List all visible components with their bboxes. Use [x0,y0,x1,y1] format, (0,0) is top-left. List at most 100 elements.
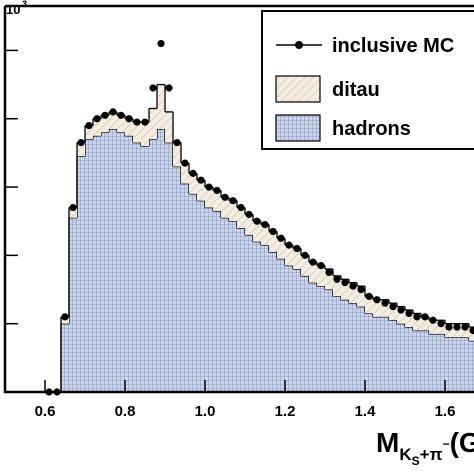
data-point [317,262,325,270]
legend-label: ditau [332,79,380,101]
ditau-bar [373,299,381,317]
ditau-bar [173,142,181,167]
ditau-bar [269,231,277,252]
data-point [221,193,229,201]
data-point [325,268,333,277]
ditau-bar [429,320,437,334]
data-point [69,203,77,212]
hadrons-bar [157,128,165,392]
hadrons-bar [261,245,269,392]
hadrons-bar [133,142,141,392]
hadrons-bar [309,282,317,392]
ditau-bar [221,197,229,218]
hadrons-bar [373,316,381,392]
hadrons-bar [117,132,125,392]
hadrons-bar [253,241,261,392]
hadrons-bar [277,258,285,392]
data-point [205,183,213,191]
ditau-bar [229,200,237,222]
ditau-bar [413,313,421,331]
data-point [293,244,301,253]
hadrons-bar [141,146,149,392]
hadrons-bar [285,265,293,392]
data-point [341,279,349,287]
hadrons-bar [349,303,357,392]
ditau-bar [349,282,357,304]
x-tick-label: 0.8 [115,403,136,420]
data-point [85,121,93,130]
ditau-bar [293,248,301,270]
data-point [437,320,445,328]
ditau-bar [341,279,349,300]
hadrons-bar [237,228,245,392]
hadrons-bar [205,207,213,392]
data-point [101,111,109,119]
hadrons-bar [381,316,389,392]
data-point [277,234,285,242]
ditau-bar [125,118,133,136]
hadrons-bar [61,323,69,392]
hadrons-bar [245,234,253,392]
ditau-bar [157,84,165,129]
hadrons-bar [77,156,85,392]
ditau-bar [213,190,221,211]
ditau-bar [77,142,85,157]
legend-swatch [275,75,321,103]
ditau-bar [317,265,325,287]
legend-marker [295,41,303,49]
data-point [365,292,373,300]
x-axis-title: MKS+π−(GeV) [376,427,474,468]
data-point [197,176,205,184]
data-point [413,313,421,321]
data-point [309,258,317,266]
hadrons-bar [453,337,461,392]
x-label-subsub: S [412,454,420,468]
data-point [189,169,197,177]
x-label-sub: K [399,445,412,464]
hadrons-bar [405,327,413,392]
data-point [405,309,413,318]
ditau-bar [93,118,101,136]
x-tick-label: 1.0 [195,403,216,420]
ditau-bar [149,108,157,140]
ditau-bar [309,262,317,283]
ditau-bar [277,238,285,259]
ditau-bar [197,180,205,201]
data-point [149,84,157,92]
x-tick-label: 0.6 [35,403,56,420]
ditau-bar [245,214,253,235]
x-tick-label: 1.4 [355,403,377,420]
hadrons-bar [109,128,117,392]
ditau-bar [85,125,93,140]
hadrons-bar [213,210,221,392]
ditau-bar [253,221,261,242]
ditau-bar [109,111,117,129]
data-point [429,316,437,324]
data-point [173,139,181,147]
hadrons-bar [445,337,453,392]
data-point [237,203,245,212]
data-point [229,197,237,205]
hadrons-bar [229,221,237,392]
data-point [421,313,429,321]
data-point [181,159,189,167]
data-point [333,275,341,283]
legend: inclusive MC ditau hadrons [261,10,474,150]
data-point [285,241,293,249]
ditau-bar [261,224,269,246]
data-point [269,227,277,236]
data-point [397,306,405,314]
hadrons-bar [101,132,109,392]
data-point [109,108,117,116]
hadrons-bar [181,183,189,392]
hadrons-bar [93,135,101,393]
data-point [117,111,125,119]
data-point [213,186,221,195]
data-point [381,299,389,307]
hadrons-bar [189,193,197,392]
hadrons-bar [429,333,437,392]
data-point [141,118,149,126]
ditau-bar [285,245,293,266]
ditau-bar [301,255,309,276]
